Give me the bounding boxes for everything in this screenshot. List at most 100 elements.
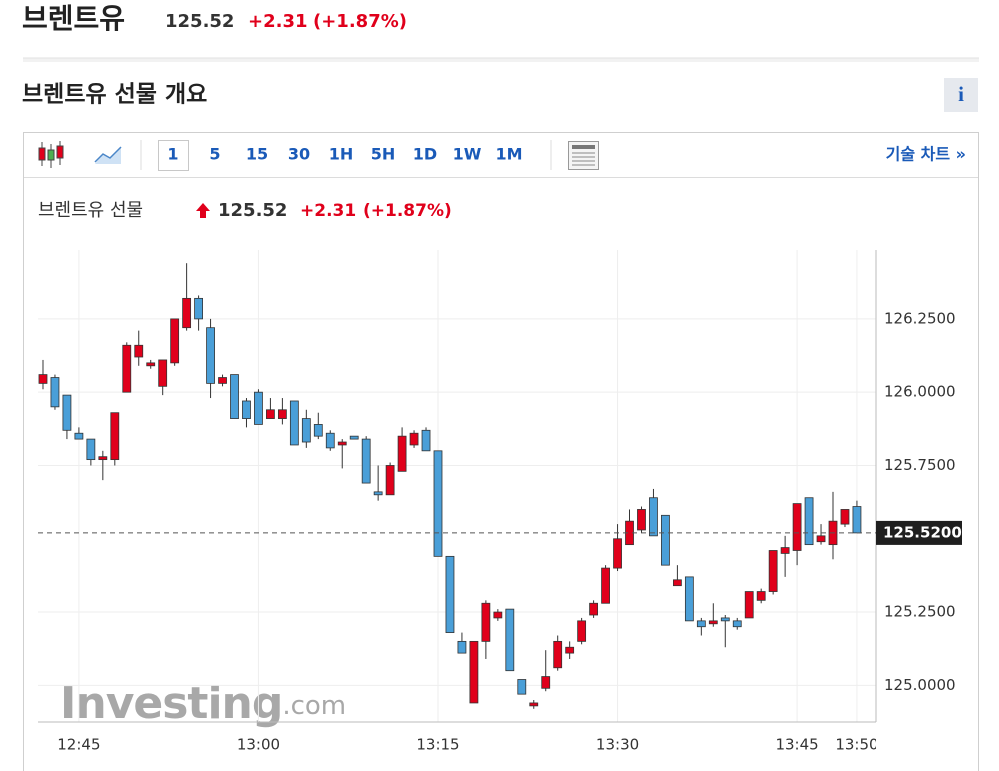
layout-icon[interactable]: [568, 141, 599, 170]
candle-body: [325, 432, 335, 449]
interval-button[interactable]: 5H: [371, 145, 396, 164]
candle-body: [50, 377, 60, 408]
candle-body: [577, 620, 587, 642]
change: +2.31: [248, 11, 308, 32]
candle-body: [517, 679, 527, 695]
interval-button[interactable]: 1D: [413, 145, 437, 164]
price: 125.52: [165, 11, 234, 32]
header-shadow: [23, 58, 979, 62]
chart-title: 브렌트유 선물: [38, 200, 143, 221]
candle-body: [852, 506, 862, 534]
candle-body: [601, 567, 610, 604]
plot: Investing.com 12:45 13:00 13:15 13:30 13:45 13…: [38, 250, 878, 754]
x-tick-label: 13:30: [596, 736, 639, 754]
candle-body: [565, 646, 575, 654]
candle-body: [649, 497, 658, 537]
interval-button[interactable]: 1: [167, 145, 178, 164]
candle-body: [230, 374, 239, 419]
candle-body: [493, 611, 503, 619]
candle-body: [385, 465, 395, 496]
candle-body: [313, 424, 323, 437]
candle-body: [481, 602, 491, 642]
chart-change-pct: (+1.87%): [363, 201, 452, 221]
candle-body: [409, 432, 419, 446]
candle-body: [158, 359, 168, 387]
candle-body: [421, 429, 431, 452]
chart-price: 125.52: [218, 200, 287, 221]
candle-body: [744, 591, 754, 619]
info-icon[interactable]: i: [958, 82, 964, 106]
chart-change: +2.31: [300, 201, 356, 221]
candle-body: [86, 438, 96, 461]
candle-body: [170, 318, 180, 364]
candle-body: [756, 591, 766, 601]
candle-body: [254, 391, 263, 425]
candle-body: [637, 509, 646, 531]
y-tick-label: 125.0000: [884, 676, 956, 694]
candle-body: [469, 640, 479, 704]
candle-body: [433, 450, 443, 557]
candle-body: [266, 409, 275, 419]
info-button[interactable]: [944, 78, 978, 112]
candle-body: [349, 435, 359, 440]
candle-body: [182, 297, 192, 329]
watermark-brand: Investing: [60, 678, 282, 729]
candle-body: [62, 394, 72, 431]
candle-body: [816, 535, 826, 543]
x-tick-label: 13:15: [416, 736, 459, 754]
candle-body: [110, 412, 120, 461]
line-icon[interactable]: [94, 146, 122, 164]
interval-button[interactable]: 30: [288, 145, 310, 164]
candle-body: [218, 377, 227, 384]
candle-body: [696, 620, 706, 628]
candle-body: [553, 640, 563, 669]
candle-body: [98, 456, 108, 461]
candle-body: [361, 438, 371, 484]
candle-body: [780, 547, 790, 554]
interval-button[interactable]: 5: [209, 145, 220, 164]
candle-body: [289, 400, 299, 446]
candle-body: [720, 617, 730, 622]
candle-body: [337, 441, 347, 446]
y-tick-label: 126.0000: [884, 383, 956, 401]
candle-body: [661, 514, 670, 566]
candle-body: [732, 620, 742, 628]
active-interval-frame: [158, 140, 189, 171]
candle-body: [206, 327, 215, 384]
candle-body: [804, 497, 814, 546]
up-arrow: [196, 203, 210, 218]
candle-body: [277, 409, 287, 419]
candle-body: [672, 579, 682, 587]
candle-body: [792, 503, 802, 551]
candle-body: [38, 374, 48, 384]
last-price-label: 125.5200: [883, 523, 962, 541]
candle-body: [242, 400, 251, 419]
interval-button[interactable]: 1H: [329, 145, 354, 164]
candle-body: [397, 435, 407, 472]
x-tick-label: 12:45: [57, 736, 100, 754]
candle-body: [613, 538, 622, 569]
watermark-suffix: .com: [282, 691, 346, 721]
change-pct: (+1.87%): [313, 11, 407, 32]
section-title: 브렌트유 선물 개요: [22, 82, 207, 108]
candle-body: [134, 344, 144, 358]
y-tick-label: 126.2500: [884, 309, 956, 327]
interval-button[interactable]: 1W: [453, 145, 482, 164]
candle-body: [541, 676, 551, 689]
watermark: Investing.com: [60, 678, 346, 729]
y-tick-label: 125.7500: [884, 456, 956, 474]
candle-body: [122, 344, 132, 393]
interval-button[interactable]: 15: [246, 145, 268, 164]
candle-body: [840, 509, 850, 525]
x-tick-label: 13:45: [775, 736, 818, 754]
interval-button[interactable]: 1M: [495, 145, 522, 164]
candle-body: [589, 602, 599, 616]
technical-chart-link[interactable]: 기술 차트 »: [886, 145, 966, 164]
candle-body: [457, 640, 467, 654]
candle-icon[interactable]: [38, 141, 64, 168]
x-tick-label: 13:50: [835, 736, 878, 754]
candle-body: [373, 491, 383, 496]
candle-body: [529, 702, 539, 707]
